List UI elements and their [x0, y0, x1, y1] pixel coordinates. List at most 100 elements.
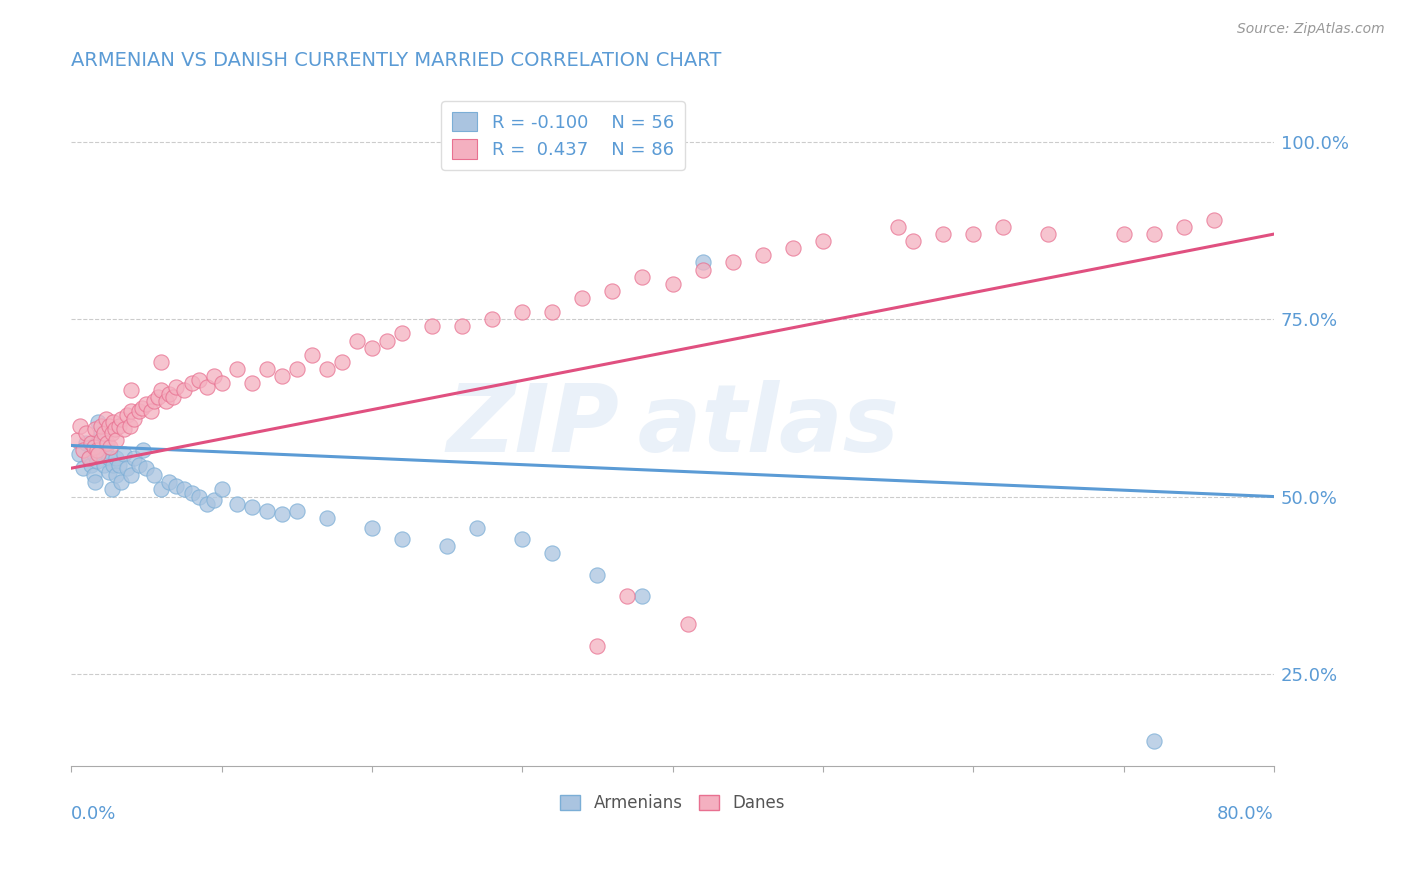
Point	[96, 436, 118, 450]
Point	[124, 411, 146, 425]
Point	[202, 368, 225, 383]
Point	[211, 483, 233, 497]
Point	[110, 411, 132, 425]
Text: 0.0%: 0.0%	[72, 805, 117, 823]
Point	[361, 521, 384, 535]
Point	[118, 418, 141, 433]
Point	[98, 440, 121, 454]
Point	[150, 383, 173, 397]
Point	[83, 440, 105, 454]
Point	[1202, 213, 1225, 227]
Point	[155, 393, 177, 408]
Point	[962, 227, 984, 241]
Point	[782, 241, 804, 255]
Point	[602, 284, 624, 298]
Point	[86, 454, 108, 468]
Point	[1173, 219, 1195, 234]
Point	[69, 418, 91, 433]
Point	[631, 269, 654, 284]
Point	[110, 475, 132, 490]
Point	[135, 397, 157, 411]
Point	[162, 390, 184, 404]
Point	[94, 440, 117, 454]
Point	[1142, 734, 1164, 748]
Point	[346, 334, 368, 348]
Point	[142, 393, 165, 408]
Point	[1038, 227, 1060, 241]
Point	[139, 404, 162, 418]
Point	[90, 433, 112, 447]
Point	[188, 372, 211, 386]
Point	[541, 305, 564, 319]
Point	[90, 447, 112, 461]
Point	[901, 234, 924, 248]
Point	[131, 401, 153, 415]
Point	[120, 404, 142, 418]
Point	[115, 408, 138, 422]
Point	[510, 305, 533, 319]
Point	[80, 436, 103, 450]
Point	[84, 475, 107, 490]
Point	[142, 468, 165, 483]
Point	[83, 447, 105, 461]
Point	[676, 617, 699, 632]
Point	[256, 362, 278, 376]
Point	[285, 504, 308, 518]
Point	[361, 341, 384, 355]
Point	[77, 450, 100, 465]
Point	[120, 383, 142, 397]
Point	[157, 475, 180, 490]
Point	[391, 326, 413, 341]
Point	[75, 436, 97, 450]
Point	[301, 348, 323, 362]
Point	[166, 379, 188, 393]
Point	[120, 468, 142, 483]
Point	[128, 404, 150, 418]
Point	[195, 379, 218, 393]
Point	[97, 450, 120, 465]
Point	[225, 497, 247, 511]
Point	[180, 486, 202, 500]
Point	[188, 490, 211, 504]
Point	[93, 458, 115, 472]
Point	[586, 639, 609, 653]
Point	[166, 479, 188, 493]
Point	[72, 461, 94, 475]
Point	[103, 415, 125, 429]
Point	[90, 425, 112, 440]
Point	[481, 312, 503, 326]
Point	[101, 483, 124, 497]
Text: ZIP atlas: ZIP atlas	[446, 380, 898, 472]
Point	[173, 483, 195, 497]
Point	[67, 447, 90, 461]
Point	[285, 362, 308, 376]
Point	[112, 422, 135, 436]
Point	[173, 383, 195, 397]
Point	[270, 508, 292, 522]
Point	[436, 539, 458, 553]
Point	[93, 425, 115, 440]
Point	[661, 277, 683, 291]
Point	[97, 418, 120, 433]
Point	[105, 468, 128, 483]
Point	[631, 589, 654, 603]
Point	[315, 362, 337, 376]
Point	[115, 461, 138, 475]
Point	[87, 433, 110, 447]
Point	[887, 219, 910, 234]
Point	[124, 450, 146, 465]
Point	[132, 443, 155, 458]
Point	[202, 493, 225, 508]
Point	[195, 497, 218, 511]
Point	[721, 255, 744, 269]
Point	[465, 521, 488, 535]
Point	[87, 447, 110, 461]
Point	[616, 589, 638, 603]
Point	[103, 458, 125, 472]
Text: 80.0%: 80.0%	[1218, 805, 1274, 823]
Text: Source: ZipAtlas.com: Source: ZipAtlas.com	[1237, 22, 1385, 37]
Point	[101, 425, 124, 440]
Point	[330, 355, 353, 369]
Point	[211, 376, 233, 390]
Point	[86, 443, 108, 458]
